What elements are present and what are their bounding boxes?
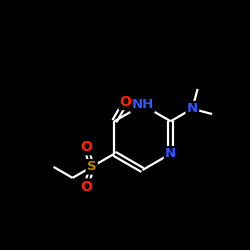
Text: S: S	[87, 160, 97, 173]
Text: O: O	[120, 95, 132, 109]
Text: N: N	[165, 147, 176, 160]
Text: O: O	[80, 140, 92, 154]
Text: NH: NH	[132, 98, 154, 112]
Text: O: O	[80, 180, 92, 194]
Text: N: N	[187, 102, 198, 115]
